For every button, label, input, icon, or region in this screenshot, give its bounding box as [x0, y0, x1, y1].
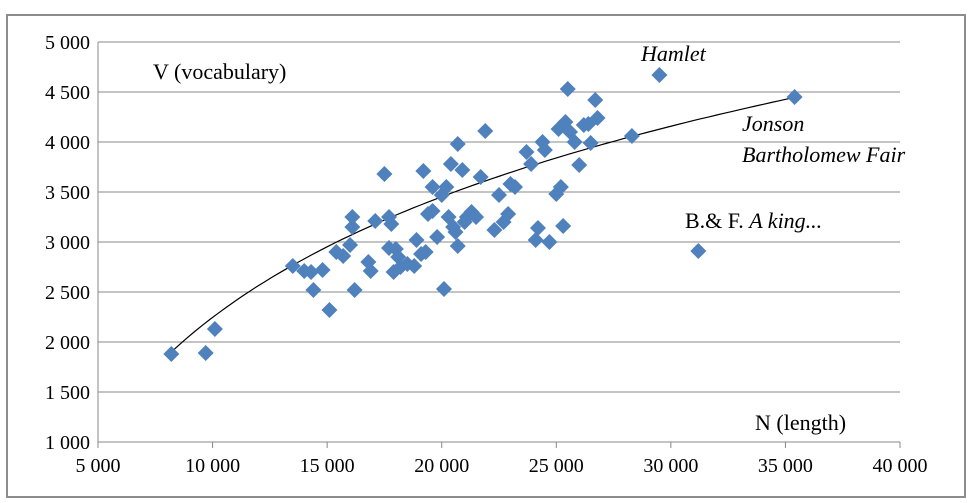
data-point [305, 282, 322, 298]
y-tick-label: 5 000 [45, 32, 90, 54]
y-tick-label: 4 500 [45, 82, 90, 104]
data-point [367, 213, 384, 229]
annotation-hamlet: Hamlet [640, 41, 707, 66]
y-tick-label: 1 000 [45, 432, 90, 454]
data-point [442, 156, 459, 172]
data-point [587, 92, 604, 108]
data-point [346, 282, 363, 298]
data-point [417, 244, 434, 260]
x-tick-label: 40 000 [873, 455, 928, 477]
data-point [454, 162, 471, 178]
data-point [523, 156, 540, 172]
data-point [555, 218, 572, 234]
data-point [406, 258, 423, 274]
y-tick-label: 4 000 [45, 132, 90, 154]
scatter-chart: 1 000 1 500 2 000 2 500 3 000 3 500 4 000 4 500… [45, 32, 928, 477]
gridlines [97, 41, 901, 448]
data-point [536, 142, 553, 158]
data-point [571, 157, 588, 173]
data-point [507, 179, 524, 195]
x-tick-label: 15 000 [300, 455, 355, 477]
data-point [424, 179, 441, 195]
y-tick-label: 3 500 [45, 182, 90, 204]
data-point [449, 238, 466, 254]
data-point [438, 179, 455, 195]
data-point [197, 345, 214, 361]
data-point [589, 110, 606, 126]
y-tick-label: 2 500 [45, 282, 90, 304]
data-point [342, 237, 359, 253]
data-point [314, 262, 331, 278]
data-point [163, 346, 180, 362]
x-tick-label: 30 000 [643, 455, 698, 477]
data-point [541, 234, 558, 250]
data-point [383, 216, 400, 232]
data-point [447, 224, 464, 240]
data-point [436, 281, 453, 297]
data-point [424, 203, 441, 219]
data-point [500, 206, 517, 222]
data-point [303, 264, 320, 280]
annotation-beaumont-fletcher: B.& F. A king... [685, 208, 822, 233]
data-point [486, 222, 503, 238]
annotation-bf-title: A king... [747, 208, 822, 233]
x-tick-label: 5 000 [76, 455, 121, 477]
annotation-jonson: Jonson [742, 111, 804, 136]
x-tick-label: 25 000 [529, 455, 584, 477]
x-tick-label: 10 000 [185, 455, 240, 477]
data-point [559, 81, 576, 97]
data-point [491, 187, 507, 203]
data-point [468, 209, 485, 225]
x-tick-labels: 5 000 10 000 15 000 20 000 25 000 30 000 35 00… [76, 455, 928, 477]
x-tick-label: 35 000 [758, 455, 813, 477]
data-point [362, 263, 379, 279]
annotation-bartholomew-fair: Bartholomew Fair [742, 142, 906, 167]
data-point [321, 302, 338, 318]
data-points [163, 67, 803, 362]
data-point [472, 169, 489, 185]
chart-frame: 1 000 1 500 2 000 2 500 3 000 3 500 4 000 4 500… [6, 14, 966, 498]
data-point [376, 166, 393, 182]
data-point [527, 232, 544, 248]
data-point [415, 163, 432, 179]
x-axis-label: N (length) [755, 410, 846, 435]
y-axis-label: V (vocabulary) [153, 59, 286, 84]
data-point [529, 220, 546, 236]
x-tick-label: 20 000 [414, 455, 469, 477]
data-point [335, 248, 352, 264]
data-point [518, 144, 535, 160]
data-point [477, 123, 494, 139]
data-point [651, 67, 668, 83]
data-point [690, 243, 707, 259]
data-point [429, 229, 446, 245]
data-point [344, 219, 361, 235]
data-point [623, 128, 640, 144]
data-point [449, 136, 466, 152]
data-point [284, 258, 301, 274]
y-tick-labels: 1 000 1 500 2 000 2 500 3 000 3 500 4 000 4 500… [45, 32, 90, 454]
data-point [566, 134, 583, 150]
data-point [408, 232, 425, 248]
annotation-bf-prefix: B.& F. [685, 208, 749, 233]
data-point [552, 179, 569, 195]
y-tick-label: 3 000 [45, 232, 90, 254]
data-point [344, 209, 361, 225]
y-tick-label: 1 500 [45, 382, 90, 404]
data-point [582, 135, 599, 151]
data-point [786, 89, 803, 105]
data-point [206, 321, 223, 337]
y-tick-label: 2 000 [45, 332, 90, 354]
